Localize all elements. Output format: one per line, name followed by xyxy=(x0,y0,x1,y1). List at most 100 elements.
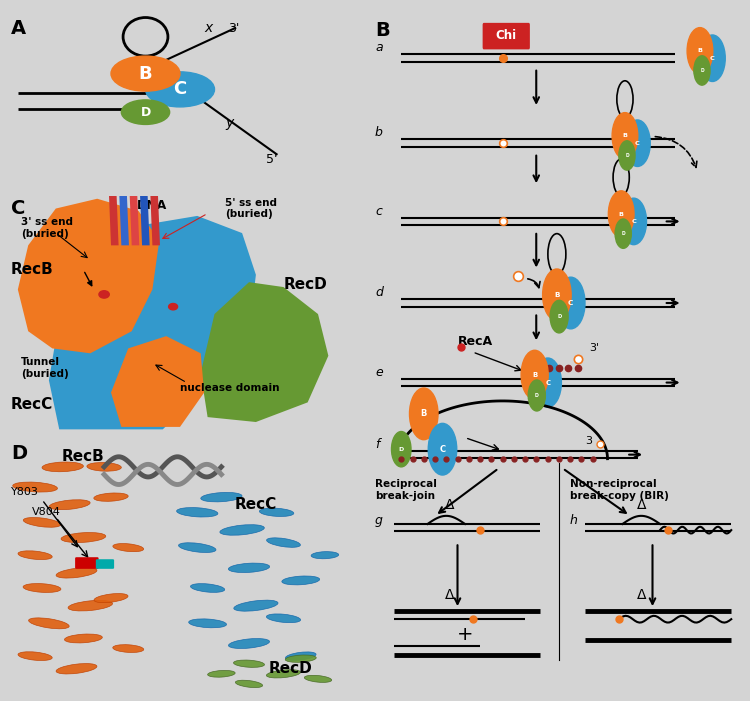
FancyBboxPatch shape xyxy=(96,559,114,569)
Text: B: B xyxy=(554,292,560,298)
Circle shape xyxy=(550,300,568,333)
Ellipse shape xyxy=(260,508,294,517)
Circle shape xyxy=(111,56,180,91)
Text: D: D xyxy=(700,68,703,73)
Text: C: C xyxy=(173,81,187,98)
Text: 3': 3' xyxy=(228,22,240,35)
Ellipse shape xyxy=(87,463,122,471)
Ellipse shape xyxy=(220,524,264,536)
Circle shape xyxy=(687,27,712,74)
Text: x: x xyxy=(204,21,212,35)
Text: RecB: RecB xyxy=(62,449,105,464)
Ellipse shape xyxy=(18,652,53,660)
Polygon shape xyxy=(150,193,160,245)
Text: Δ: Δ xyxy=(446,588,454,602)
Text: 3: 3 xyxy=(585,436,592,446)
Circle shape xyxy=(621,198,646,245)
Circle shape xyxy=(625,120,650,166)
Text: RecD: RecD xyxy=(284,277,327,292)
Ellipse shape xyxy=(23,517,61,527)
FancyBboxPatch shape xyxy=(75,557,98,569)
Ellipse shape xyxy=(23,583,61,592)
Polygon shape xyxy=(140,193,150,245)
Text: c: c xyxy=(375,205,382,217)
Ellipse shape xyxy=(112,645,144,653)
Text: RecB: RecB xyxy=(11,262,54,278)
Ellipse shape xyxy=(94,493,128,501)
Text: V804: V804 xyxy=(32,508,61,517)
Text: 5': 5' xyxy=(266,153,278,166)
Ellipse shape xyxy=(282,576,320,585)
Polygon shape xyxy=(130,193,140,245)
Ellipse shape xyxy=(28,618,69,629)
Text: Y803: Y803 xyxy=(11,487,39,497)
Circle shape xyxy=(700,35,725,81)
Circle shape xyxy=(542,269,572,320)
Ellipse shape xyxy=(304,675,332,682)
Text: Non-reciprocal
break-copy (BIR): Non-reciprocal break-copy (BIR) xyxy=(570,479,669,501)
Circle shape xyxy=(146,72,214,107)
Text: D: D xyxy=(11,444,27,463)
Circle shape xyxy=(612,113,638,159)
Text: C: C xyxy=(632,219,636,224)
Ellipse shape xyxy=(266,614,301,622)
Text: RecC: RecC xyxy=(11,397,53,412)
Polygon shape xyxy=(119,193,129,245)
Circle shape xyxy=(122,100,170,125)
Circle shape xyxy=(528,380,545,411)
Text: A: A xyxy=(11,19,26,39)
Text: b: b xyxy=(375,126,382,139)
Text: D: D xyxy=(140,106,151,118)
Circle shape xyxy=(521,350,548,400)
Text: Δ: Δ xyxy=(637,588,646,602)
Text: Reciprocal
break-join: Reciprocal break-join xyxy=(375,479,436,501)
Text: Δ: Δ xyxy=(446,498,454,512)
Ellipse shape xyxy=(208,670,236,677)
Ellipse shape xyxy=(286,652,316,660)
Text: 3' ss end
(buried): 3' ss end (buried) xyxy=(21,217,74,239)
Text: B: B xyxy=(421,409,427,418)
Text: f: f xyxy=(375,438,380,451)
Ellipse shape xyxy=(94,594,128,603)
Circle shape xyxy=(619,141,635,170)
Ellipse shape xyxy=(61,533,106,543)
Text: D: D xyxy=(399,447,404,451)
Circle shape xyxy=(392,432,411,467)
Circle shape xyxy=(556,277,585,329)
Text: 5' ss end
(buried): 5' ss end (buried) xyxy=(225,198,277,219)
Ellipse shape xyxy=(176,508,218,517)
Circle shape xyxy=(99,291,109,298)
Text: g: g xyxy=(375,514,382,527)
Text: DNA: DNA xyxy=(137,199,167,212)
Ellipse shape xyxy=(228,563,270,573)
Text: Δ: Δ xyxy=(637,498,646,512)
Text: y: y xyxy=(225,116,233,130)
Polygon shape xyxy=(49,216,256,429)
Ellipse shape xyxy=(236,680,262,688)
Ellipse shape xyxy=(42,462,83,472)
Ellipse shape xyxy=(201,492,242,502)
Text: B: B xyxy=(619,212,624,217)
Circle shape xyxy=(169,304,178,310)
Text: B: B xyxy=(375,21,390,40)
Text: a: a xyxy=(375,41,382,55)
Polygon shape xyxy=(201,283,328,422)
Polygon shape xyxy=(109,193,118,245)
Text: RecC: RecC xyxy=(235,497,277,512)
Ellipse shape xyxy=(311,552,339,559)
Ellipse shape xyxy=(234,600,278,611)
Text: B: B xyxy=(698,48,703,53)
Ellipse shape xyxy=(13,482,58,492)
Text: C: C xyxy=(545,379,550,386)
Ellipse shape xyxy=(266,538,301,547)
Ellipse shape xyxy=(266,669,301,678)
Circle shape xyxy=(534,358,561,407)
Text: 3': 3' xyxy=(589,343,598,353)
Text: B: B xyxy=(532,372,537,378)
Text: RecA: RecA xyxy=(458,335,493,348)
Text: nuclease domain: nuclease domain xyxy=(180,383,280,393)
Ellipse shape xyxy=(68,600,112,611)
Circle shape xyxy=(615,219,632,248)
Text: B: B xyxy=(139,64,152,83)
Polygon shape xyxy=(111,336,204,427)
